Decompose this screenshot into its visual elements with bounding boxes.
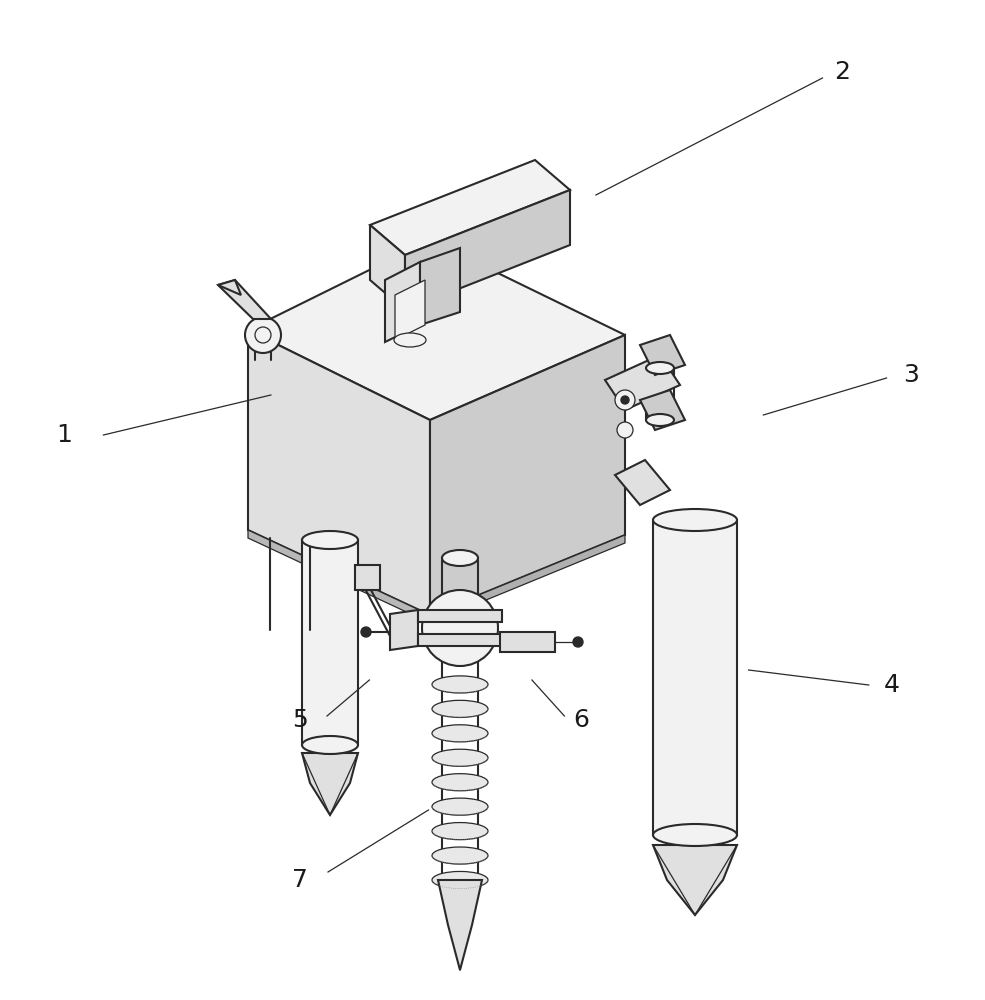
Ellipse shape	[432, 871, 488, 889]
Polygon shape	[355, 565, 380, 590]
Polygon shape	[390, 610, 418, 650]
Ellipse shape	[653, 509, 737, 531]
Polygon shape	[302, 753, 358, 815]
Ellipse shape	[432, 798, 488, 815]
Polygon shape	[418, 610, 502, 622]
Polygon shape	[640, 335, 685, 375]
Polygon shape	[430, 335, 625, 615]
Polygon shape	[653, 845, 737, 915]
Polygon shape	[218, 280, 241, 295]
Polygon shape	[370, 160, 570, 255]
Ellipse shape	[432, 676, 488, 693]
Circle shape	[617, 422, 633, 438]
Ellipse shape	[432, 725, 488, 742]
Ellipse shape	[432, 749, 488, 766]
Polygon shape	[395, 280, 425, 340]
Text: 4: 4	[884, 673, 899, 697]
Circle shape	[422, 590, 498, 666]
Polygon shape	[653, 520, 737, 835]
Polygon shape	[218, 280, 271, 319]
Ellipse shape	[646, 414, 674, 426]
Polygon shape	[418, 634, 502, 646]
Polygon shape	[438, 880, 482, 970]
Ellipse shape	[432, 847, 488, 864]
Polygon shape	[420, 248, 460, 325]
Text: 3: 3	[903, 363, 919, 387]
Text: 1: 1	[56, 423, 72, 447]
Circle shape	[573, 637, 583, 647]
Polygon shape	[248, 330, 430, 615]
Text: 6: 6	[573, 708, 589, 732]
Ellipse shape	[442, 550, 478, 566]
Circle shape	[255, 327, 271, 343]
Polygon shape	[615, 460, 670, 505]
Polygon shape	[248, 240, 625, 420]
Polygon shape	[500, 632, 555, 652]
Polygon shape	[302, 540, 358, 745]
Ellipse shape	[432, 700, 488, 717]
Circle shape	[621, 396, 629, 404]
Polygon shape	[605, 355, 680, 410]
Ellipse shape	[646, 362, 674, 374]
Ellipse shape	[302, 736, 358, 754]
Ellipse shape	[432, 774, 488, 791]
Ellipse shape	[394, 333, 426, 347]
Text: 2: 2	[834, 60, 850, 84]
Polygon shape	[385, 262, 420, 342]
Polygon shape	[442, 595, 478, 620]
Circle shape	[361, 627, 371, 637]
Polygon shape	[248, 530, 430, 623]
Ellipse shape	[432, 823, 488, 840]
Polygon shape	[430, 535, 625, 623]
Circle shape	[615, 390, 635, 410]
Text: 7: 7	[293, 868, 308, 892]
Polygon shape	[405, 190, 570, 310]
Polygon shape	[640, 390, 685, 430]
Ellipse shape	[302, 531, 358, 549]
Polygon shape	[370, 225, 405, 310]
Ellipse shape	[653, 824, 737, 846]
Circle shape	[245, 317, 281, 353]
Text: 5: 5	[293, 708, 308, 732]
